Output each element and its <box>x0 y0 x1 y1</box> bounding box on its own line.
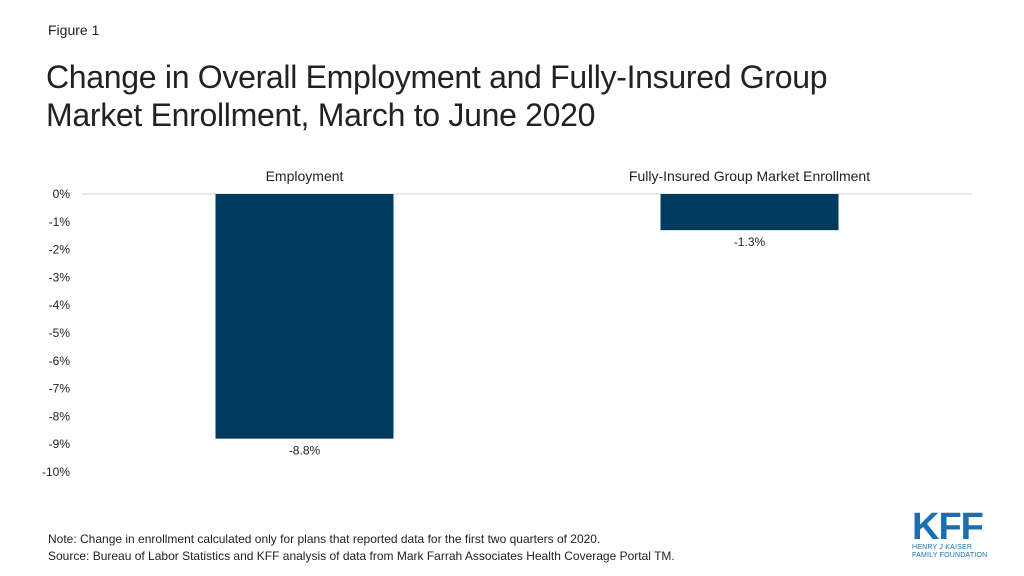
y-tick-label: -3% <box>49 270 71 284</box>
y-tick-label: -5% <box>49 326 71 340</box>
logo-subtitle-2: FAMILY FOUNDATION <box>912 552 988 559</box>
y-tick-label: -4% <box>49 298 71 312</box>
data-label: -1.3% <box>734 235 766 249</box>
figure-label: Figure 1 <box>48 22 100 38</box>
logo-subtitle-1: HENRY J KAISER <box>912 544 973 551</box>
logo-wordmark: KFF <box>912 506 984 548</box>
y-tick-label: -2% <box>49 243 71 257</box>
y-tick-label: -1% <box>49 215 71 229</box>
category-label: Fully-Insured Group Market Enrollment <box>629 168 870 184</box>
category-label: Employment <box>266 168 344 184</box>
kff-logo: KFF HENRY J KAISER FAMILY FOUNDATION <box>912 506 992 560</box>
y-tick-label: -6% <box>49 354 71 368</box>
y-tick-label: -8% <box>49 409 71 423</box>
bar-chart: 0% -1% -2% -3% -4% -5% -6% -7% -8% -9% -10% Employm… <box>42 168 972 479</box>
y-tick-label: -9% <box>49 437 71 451</box>
y-tick-label: -10% <box>42 465 70 479</box>
chart-title-line-1: Change in Overall Employment and Fully-I… <box>46 59 828 95</box>
y-tick-label: -7% <box>49 382 71 396</box>
note-text: Note: Change in enrollment calculated on… <box>48 532 601 546</box>
bar-2 <box>660 194 839 231</box>
chart-title-line-2: Market Enrollment, March to June 2020 <box>46 97 596 133</box>
data-label: -8.8% <box>289 444 321 458</box>
y-tick-label: 0% <box>53 187 71 201</box>
chart-title: Change in Overall Employment and Fully-I… <box>46 58 946 134</box>
bar-1 <box>215 194 394 439</box>
chart-notes: Note: Change in enrollment calculated on… <box>48 531 675 565</box>
source-text: Source: Bureau of Labor Statistics and K… <box>48 549 675 563</box>
